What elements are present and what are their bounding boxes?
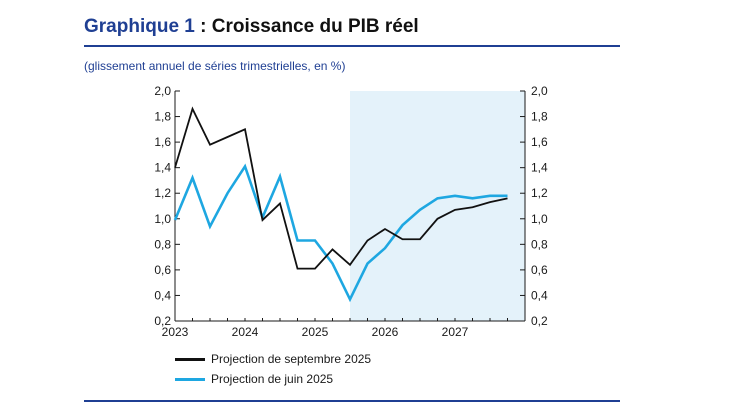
y-tick-label-right: 1,0 (531, 212, 548, 226)
series-line-projection-de-juin-2025 (173, 163, 508, 303)
x-tick-label: 2027 (442, 325, 469, 339)
y-tick-label-right: 1,4 (531, 161, 548, 175)
legend-item: Projection de juin 2025 (175, 372, 333, 386)
chart-title-text: : Croissance du PIB réel (194, 16, 419, 37)
series-line-projection-de-septembre-2025 (174, 106, 508, 270)
chart-title-prefix: Graphique 1 (84, 16, 195, 37)
legend-label: Projection de juin 2025 (211, 372, 334, 386)
y-tick-label-right: 1,6 (531, 135, 548, 149)
y-tick-label-left: 0,2 (154, 314, 171, 328)
legend-item: Projection de septembre 2025 (175, 352, 371, 366)
y-tick-label-right: 2,0 (531, 84, 548, 98)
bottom-divider (84, 400, 620, 402)
y-tick-label-right: 0,2 (531, 314, 548, 328)
projection-band (350, 91, 525, 321)
y-tick-label-left: 0,8 (154, 237, 171, 251)
chart-subtitle: (glissement annuel de séries trimestriel… (84, 59, 346, 73)
x-tick-label: 2023 (162, 325, 189, 339)
y-tick-label-left: 0,4 (154, 288, 171, 302)
y-tick-label-right: 1,8 (531, 110, 548, 124)
y-tick-label-left: 1,6 (154, 135, 171, 149)
y-tick-label-right: 0,6 (531, 263, 548, 277)
x-tick-label: 2024 (232, 325, 259, 339)
legend-swatch (175, 357, 205, 361)
legend-label: Projection de septembre 2025 (211, 352, 372, 366)
y-tick-label-left: 1,8 (154, 110, 171, 124)
chart-title: Graphique 1 : Croissance du PIB réel (84, 16, 419, 38)
title-divider (84, 45, 620, 47)
y-tick-label-right: 0,8 (531, 237, 548, 251)
y-tick-label-left: 1,0 (154, 212, 171, 226)
y-tick-label-right: 0,4 (531, 288, 548, 302)
y-tick-label-left: 2,0 (154, 84, 171, 98)
x-tick-label: 2026 (372, 325, 399, 339)
y-tick-label-left: 0,6 (154, 263, 171, 277)
y-tick-label-left: 1,2 (154, 186, 171, 200)
y-tick-label-left: 1,4 (154, 161, 171, 175)
x-tick-label: 2025 (302, 325, 329, 339)
legend-swatch (175, 377, 205, 381)
y-tick-label-right: 1,2 (531, 186, 548, 200)
